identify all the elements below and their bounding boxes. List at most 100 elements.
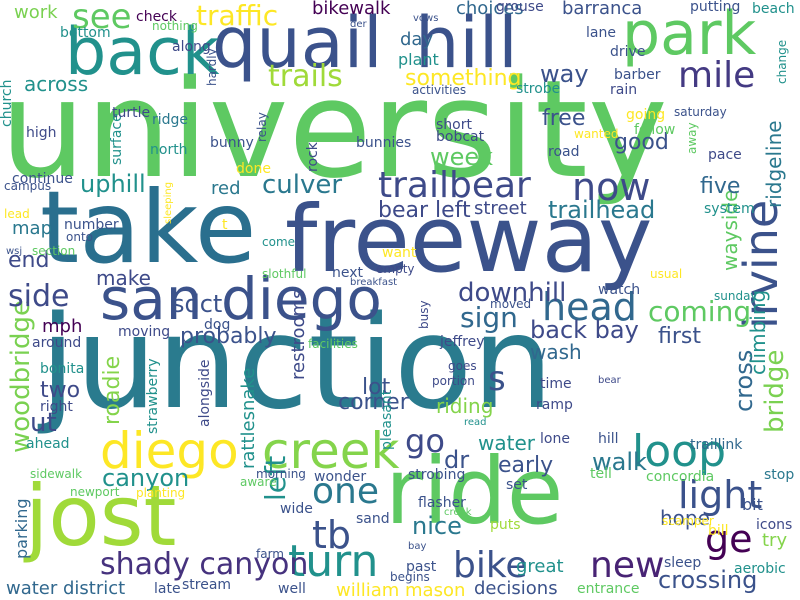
word: bill [708, 523, 729, 539]
word: puts [490, 517, 521, 533]
word: bay [408, 541, 427, 552]
word: parking [12, 498, 31, 559]
word: water district [6, 578, 126, 599]
word: work [14, 2, 58, 23]
word: strawberry [145, 358, 161, 434]
word: dog [204, 317, 231, 333]
word: barber [614, 67, 661, 83]
word: sleeping [163, 181, 174, 224]
word: watch [598, 282, 641, 298]
word: morning [256, 467, 306, 481]
word: corner [338, 390, 409, 415]
word: going [626, 107, 666, 123]
word: late [154, 581, 181, 597]
word: hill [415, 2, 518, 84]
word: restrooms [288, 289, 309, 380]
word: rattlesnake [238, 367, 259, 469]
word: want [382, 245, 417, 261]
word: mph [42, 316, 83, 337]
word: mile [678, 55, 756, 96]
word: high [26, 125, 57, 141]
word: barranca [562, 0, 643, 19]
word: around [32, 335, 82, 351]
word: stop [764, 467, 795, 483]
word: walk [592, 448, 647, 476]
word: lot [362, 375, 391, 400]
word: shady canyon [100, 547, 309, 582]
word: map [12, 218, 52, 239]
word: plant [398, 50, 439, 69]
word: first [658, 324, 701, 349]
word: ahead [26, 436, 70, 452]
word: come [262, 235, 296, 249]
word: way [540, 60, 589, 88]
word: wide [280, 501, 313, 517]
word: riding [436, 394, 494, 418]
word: traffic [196, 0, 279, 32]
word: beach [752, 1, 795, 17]
word: university [0, 51, 668, 208]
word: begins [390, 570, 430, 584]
word: turn [288, 536, 379, 587]
word: trails [268, 59, 343, 94]
word: head [542, 285, 637, 329]
word: jost [25, 467, 177, 565]
word: quail [212, 2, 383, 84]
word: onto [66, 230, 93, 244]
word: follow [634, 122, 676, 138]
word: creek [444, 507, 472, 518]
word: street [474, 198, 527, 219]
word: wsj [6, 246, 23, 257]
word: set [506, 477, 528, 493]
word: canyon [102, 464, 190, 492]
word: sunday [714, 289, 758, 303]
word: coming [648, 295, 752, 328]
word: san diego [100, 265, 382, 333]
word: relay [255, 112, 269, 142]
word: empty [376, 262, 415, 276]
word: uphill [80, 170, 146, 198]
word: aware [240, 475, 277, 489]
word: ridgeline [762, 120, 786, 208]
word: system [704, 201, 755, 217]
word: day [400, 29, 434, 50]
word: one [312, 471, 379, 512]
word: go [405, 422, 445, 460]
word: surface [109, 113, 125, 165]
word: activities [412, 83, 467, 97]
word: trailhead [548, 196, 656, 224]
word: putting [690, 0, 741, 15]
word: now [572, 165, 651, 209]
word: pace [708, 147, 742, 163]
word: red [211, 178, 241, 199]
word: der [350, 19, 367, 30]
word: traillink [690, 437, 743, 453]
word: something [405, 66, 522, 91]
word: sleep [664, 555, 702, 571]
word: sand [356, 511, 390, 527]
word: saturday [674, 105, 727, 119]
word: bunnies [356, 135, 412, 151]
word: vows [413, 13, 439, 24]
word: bit [742, 495, 763, 514]
word: junction [40, 289, 554, 438]
word: bobcat [436, 129, 485, 145]
word: hill [598, 431, 619, 447]
word: sdct [172, 290, 223, 318]
word: north [150, 142, 188, 158]
word: usual [650, 267, 683, 281]
word: well [278, 581, 306, 597]
word: lone [540, 431, 570, 447]
word: portion [432, 374, 475, 388]
word: s [488, 359, 506, 399]
word: entrance [577, 581, 640, 597]
word: sidewalk [30, 467, 83, 481]
word: flasher [418, 495, 466, 511]
word: continue [12, 171, 73, 187]
word: diego [100, 422, 239, 480]
word: pleasant [379, 389, 395, 450]
word: choices [456, 0, 524, 19]
word: light [678, 473, 763, 517]
word: scamper [662, 514, 714, 528]
word: lead [4, 207, 30, 221]
